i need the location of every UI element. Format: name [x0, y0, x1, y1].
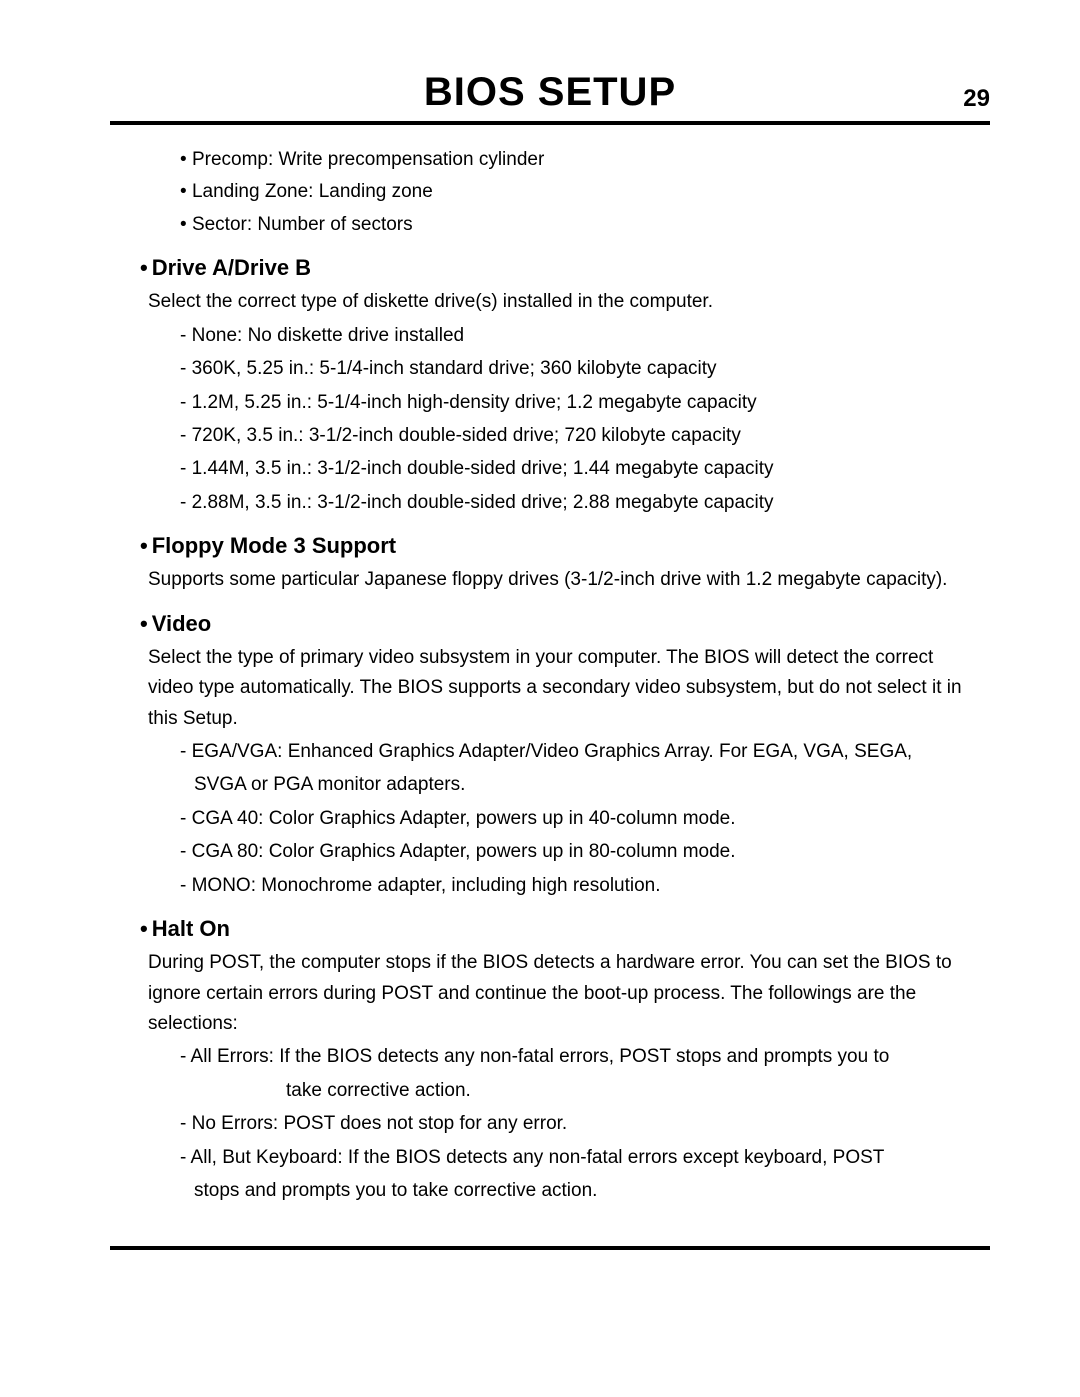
bullet-icon: •	[180, 149, 187, 170]
footer-rule	[110, 1246, 990, 1250]
list-item: - No Errors: POST does not stop for any …	[180, 1109, 970, 1139]
page-container: BIOS SETUP 29 • Precomp: Write precompen…	[0, 0, 1080, 1310]
list-item: - 2.88M, 3.5 in.: 3-1/2-inch double-side…	[180, 488, 970, 518]
list-item: • Precomp: Write precompensation cylinde…	[180, 145, 970, 175]
list-item-text: Precomp: Write precompensation cylinder	[192, 149, 544, 170]
bullet-icon: •	[140, 611, 148, 636]
section-heading-halt: •Halt On	[140, 911, 970, 946]
list-item: - CGA 80: Color Graphics Adapter, powers…	[180, 837, 970, 867]
page-title: BIOS SETUP	[424, 70, 676, 115]
bullet-icon: •	[140, 533, 148, 558]
list-item: - 360K, 5.25 in.: 5-1/4-inch standard dr…	[180, 354, 970, 384]
list-item: - All, But Keyboard: If the BIOS detects…	[180, 1143, 970, 1173]
list-item-text: Sector: Number of sectors	[192, 214, 413, 235]
section-body-text: Select the type of primary video subsyst…	[148, 643, 970, 734]
page-number: 29	[963, 85, 990, 113]
section-title-text: Floppy Mode 3 Support	[152, 533, 396, 558]
list-item: SVGA or PGA monitor adapters.	[180, 770, 970, 800]
list-item: - MONO: Monochrome adapter, including hi…	[180, 871, 970, 901]
dash-list-video: - EGA/VGA: Enhanced Graphics Adapter/Vid…	[140, 737, 970, 901]
bullet-icon: •	[140, 916, 148, 941]
list-item: - 1.2M, 5.25 in.: 5-1/4-inch high-densit…	[180, 388, 970, 418]
bullet-icon: •	[180, 214, 187, 235]
top-bullet-list: • Precomp: Write precompensation cylinde…	[140, 145, 970, 240]
section-title-text: Drive A/Drive B	[152, 255, 311, 280]
list-item: - 720K, 3.5 in.: 3-1/2-inch double-sided…	[180, 421, 970, 451]
dash-list-halt: - All Errors: If the BIOS detects any no…	[140, 1042, 970, 1206]
list-item: stops and prompts you to take corrective…	[180, 1176, 970, 1206]
page-header: BIOS SETUP 29	[110, 70, 990, 125]
list-item: take corrective action.	[180, 1076, 970, 1106]
section-title-text: Halt On	[152, 916, 230, 941]
list-item: - All Errors: If the BIOS detects any no…	[180, 1042, 970, 1072]
bullet-icon: •	[140, 255, 148, 280]
section-body-text: During POST, the computer stops if the B…	[148, 948, 970, 1039]
section-body-text: Select the correct type of diskette driv…	[148, 287, 970, 317]
dash-list-drive: - None: No diskette drive installed - 36…	[140, 321, 970, 518]
list-item: - EGA/VGA: Enhanced Graphics Adapter/Vid…	[180, 737, 970, 767]
section-heading-video: •Video	[140, 606, 970, 641]
section-heading-floppy: •Floppy Mode 3 Support	[140, 528, 970, 563]
section-heading-drive: •Drive A/Drive B	[140, 250, 970, 285]
section-title-text: Video	[152, 611, 212, 636]
list-item: • Landing Zone: Landing zone	[180, 177, 970, 207]
list-item: - CGA 40: Color Graphics Adapter, powers…	[180, 804, 970, 834]
section-body-text: Supports some particular Japanese floppy…	[148, 565, 970, 595]
list-item-text: Landing Zone: Landing zone	[192, 181, 433, 202]
bullet-icon: •	[180, 181, 187, 202]
page-content: • Precomp: Write precompensation cylinde…	[110, 145, 990, 1206]
list-item: - None: No diskette drive installed	[180, 321, 970, 351]
list-item: • Sector: Number of sectors	[180, 210, 970, 240]
list-item: - 1.44M, 3.5 in.: 3-1/2-inch double-side…	[180, 454, 970, 484]
